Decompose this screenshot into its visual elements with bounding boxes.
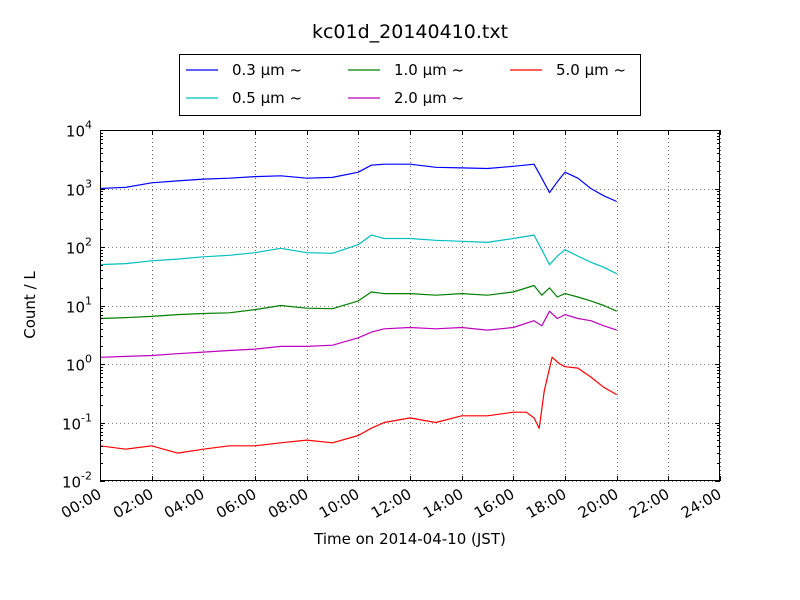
legend-label: 0.3 μm ~ [232, 61, 302, 79]
y-tick-label: 104 [66, 119, 92, 141]
legend-label: 1.0 μm ~ [394, 61, 464, 79]
x-tick-label: 18:00 [523, 485, 569, 522]
x-tick-label: 24:00 [678, 485, 724, 522]
legend-label: 0.5 μm ~ [232, 89, 302, 107]
x-tick-label: 02:00 [110, 485, 156, 522]
series-line-3 [99, 310, 617, 358]
y-tick-label: 100 [66, 353, 92, 375]
series-line-2 [99, 284, 617, 320]
chart-title: kc01d_20140410.txt [312, 21, 508, 43]
x-tick-label: 22:00 [626, 485, 672, 522]
x-tick-label: 16:00 [471, 485, 517, 522]
y-axis-label: Count / L [21, 271, 39, 339]
x-tick-label: 10:00 [316, 485, 362, 522]
plot-area: 00:00 02:00 04:00 06:00 08:00 10:00 12:00 14:00… [58, 119, 724, 523]
legend-label: 5.0 μm ~ [556, 61, 626, 79]
series-line-0 [99, 163, 617, 203]
legend-frame [179, 54, 641, 116]
series-line-4 [99, 356, 617, 454]
plot-background [100, 130, 720, 481]
y-tick-label: 10-2 [62, 470, 92, 492]
y-tick-label: 101 [66, 295, 92, 317]
legend: 0.3 μm ~ 0.5 μm ~ 1.0 μm ~ 2.0 μm ~ 5.0 μm ~ [179, 54, 641, 116]
x-axis-label: Time on 2014-04-10 (JST) [313, 530, 506, 548]
y-tick-label: 103 [66, 178, 92, 200]
legend-label: 2.0 μm ~ [394, 89, 464, 107]
x-tick-label: 08:00 [265, 485, 311, 522]
x-tick-label: 06:00 [213, 485, 259, 522]
grid-lines [100, 130, 721, 482]
x-tick-label: 12:00 [368, 485, 414, 522]
y-tick-label: 102 [66, 236, 92, 258]
x-tick-label: 04:00 [161, 485, 207, 522]
x-tick-label: 20:00 [575, 485, 621, 522]
series-line-1 [99, 234, 617, 275]
y-tick-label: 10-1 [62, 412, 92, 434]
x-tick-label: 14:00 [420, 485, 466, 522]
